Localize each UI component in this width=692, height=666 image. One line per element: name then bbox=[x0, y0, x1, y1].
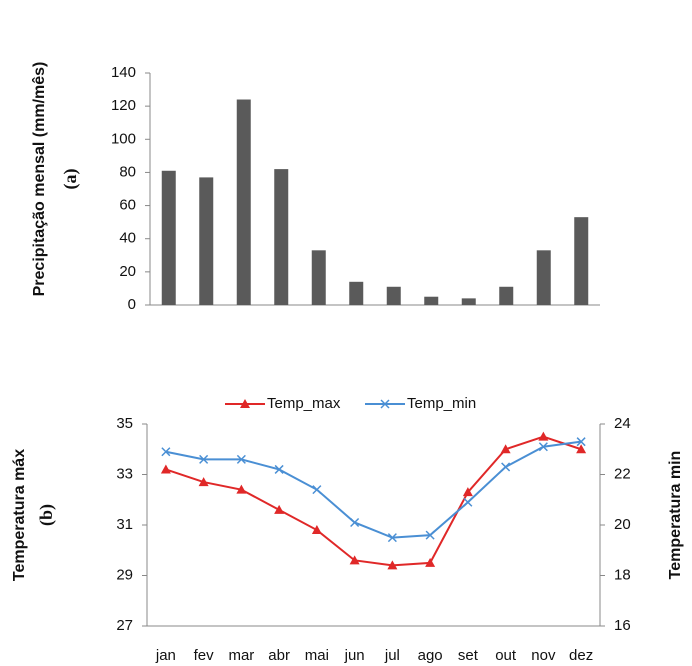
marker bbox=[161, 447, 171, 457]
bar bbox=[311, 250, 326, 305]
marker bbox=[380, 399, 390, 409]
marker bbox=[274, 464, 284, 474]
x-tick-label: dez bbox=[569, 647, 593, 664]
y-tick-label: 0 bbox=[128, 296, 136, 313]
x-tick-label: fev bbox=[194, 647, 215, 664]
y-tick-label: 80 bbox=[119, 163, 136, 180]
marker bbox=[538, 431, 549, 441]
marker bbox=[311, 525, 322, 535]
series-line bbox=[165, 435, 582, 567]
y2-tick-label: 24 bbox=[614, 415, 631, 432]
marker bbox=[576, 444, 587, 454]
x-tick-label: out bbox=[495, 647, 517, 664]
x-tick-label: jul bbox=[384, 647, 400, 664]
y-tick-label: 20 bbox=[119, 263, 136, 280]
y2-tick-label: 16 bbox=[614, 617, 631, 634]
y-tick-label: 120 bbox=[111, 97, 136, 114]
marker bbox=[198, 477, 209, 487]
x-tick-label: ago bbox=[418, 647, 443, 664]
y-tick-label: 40 bbox=[119, 230, 136, 247]
y-tick-label: 35 bbox=[116, 415, 133, 432]
marker bbox=[425, 530, 435, 540]
bar bbox=[536, 250, 551, 305]
marker bbox=[387, 533, 397, 543]
bar bbox=[499, 286, 514, 305]
marker bbox=[274, 504, 285, 514]
panel-label: (a) bbox=[60, 169, 81, 190]
marker bbox=[501, 462, 511, 472]
y-tick-label: 100 bbox=[111, 130, 136, 147]
x-tick-label: set bbox=[458, 647, 479, 664]
marker bbox=[236, 484, 247, 494]
marker bbox=[538, 442, 548, 452]
bar bbox=[199, 177, 214, 305]
marker bbox=[199, 454, 209, 464]
bar bbox=[236, 99, 251, 305]
bar bbox=[574, 217, 589, 305]
marker bbox=[425, 557, 436, 567]
bar bbox=[424, 296, 439, 305]
x-tick-label: jun bbox=[344, 647, 365, 664]
y-axis-title: Precipitação mensal (mm/mês) bbox=[31, 62, 48, 297]
marker bbox=[236, 454, 246, 464]
y-tick-label: 33 bbox=[116, 465, 133, 482]
bar bbox=[161, 170, 176, 305]
x-tick-label: nov bbox=[531, 647, 556, 664]
y-tick-label: 140 bbox=[111, 64, 136, 81]
panel-label: (b) bbox=[36, 504, 57, 526]
x-tick-label: mar bbox=[228, 647, 254, 664]
series-line bbox=[165, 440, 582, 539]
legend-label: Temp_min bbox=[407, 395, 476, 412]
marker bbox=[349, 555, 360, 565]
marker bbox=[240, 399, 250, 408]
marker bbox=[350, 517, 360, 528]
y2-axis-title: Temperatura min bbox=[667, 451, 684, 580]
y-tick-label: 31 bbox=[116, 516, 133, 533]
bar bbox=[386, 286, 401, 305]
x-tick-label: mai bbox=[305, 647, 329, 664]
y-axis-title: Temperatura máx bbox=[11, 449, 28, 581]
marker bbox=[576, 437, 586, 447]
marker bbox=[462, 487, 473, 497]
legend-label: Temp_max bbox=[267, 395, 341, 412]
marker bbox=[463, 497, 473, 507]
bar bbox=[461, 298, 476, 305]
x-tick-label: abr bbox=[268, 647, 290, 664]
y-tick-label: 29 bbox=[116, 566, 133, 583]
bar bbox=[349, 281, 364, 305]
y2-tick-label: 18 bbox=[614, 566, 631, 583]
y-tick-label: 60 bbox=[119, 197, 136, 214]
y2-tick-label: 22 bbox=[614, 465, 631, 482]
marker bbox=[160, 464, 171, 474]
bar bbox=[274, 169, 289, 305]
x-tick-label: jan bbox=[155, 647, 176, 664]
y2-tick-label: 20 bbox=[614, 516, 631, 533]
marker bbox=[312, 485, 322, 495]
marker bbox=[500, 444, 511, 454]
y-tick-label: 27 bbox=[116, 617, 133, 634]
marker bbox=[387, 560, 398, 570]
